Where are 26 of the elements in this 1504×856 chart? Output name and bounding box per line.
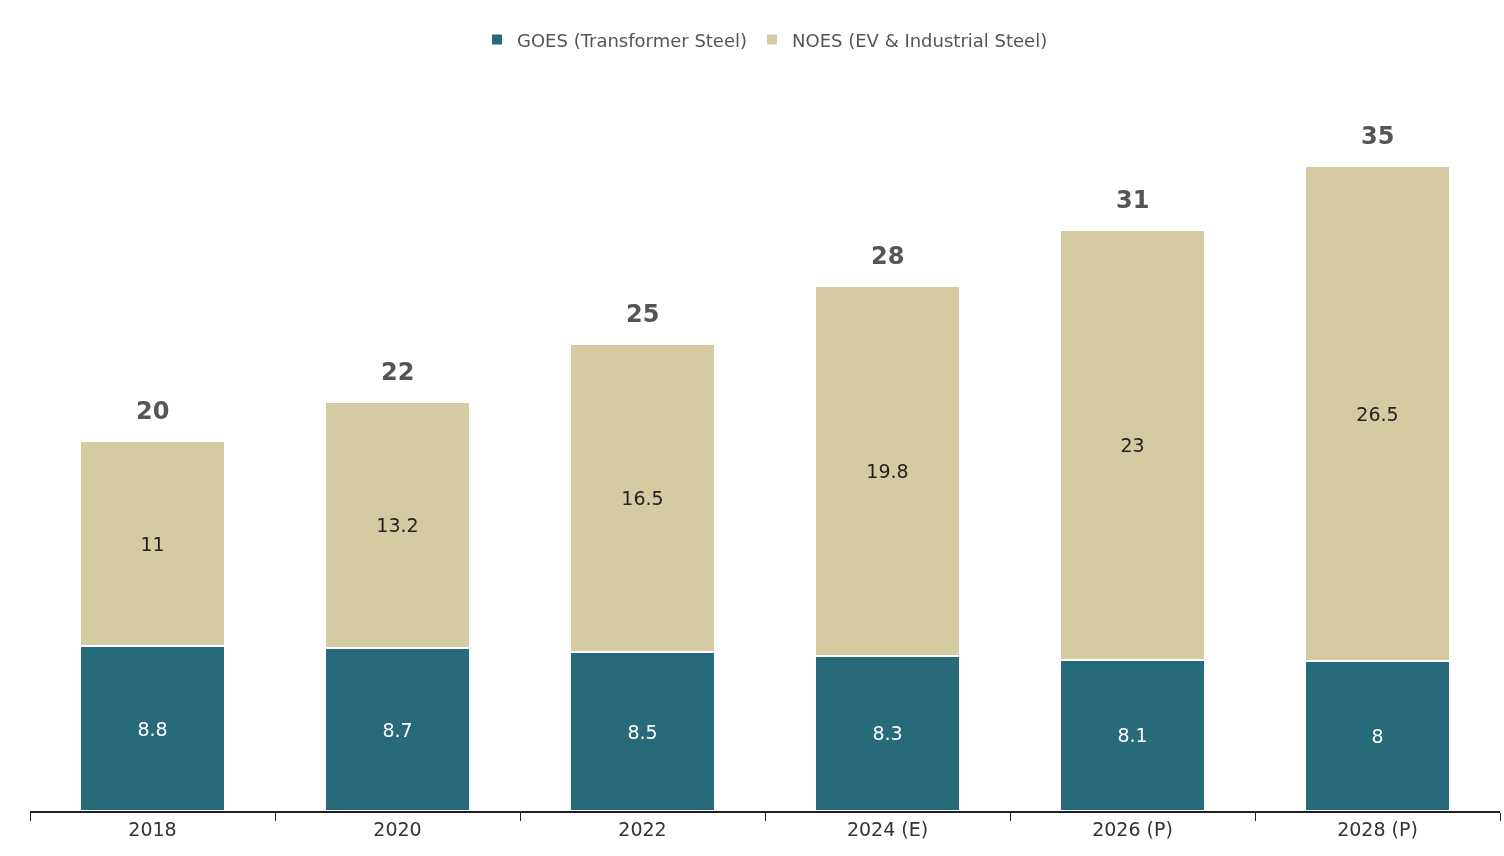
- x-tick-label: 2020: [373, 817, 422, 840]
- x-tick-label: 2022: [618, 817, 667, 840]
- x-tick-label: 2028 (P): [1337, 817, 1418, 840]
- data-label: 16.5: [621, 486, 664, 509]
- x-tick-label: 2018: [128, 817, 177, 840]
- data-label: 8.1: [1117, 724, 1148, 747]
- data-label: 13.2: [376, 513, 419, 536]
- total-label: 28: [871, 242, 905, 270]
- data-label: 23: [1120, 433, 1145, 456]
- x-tick-label: 2026 (P): [1092, 817, 1173, 840]
- total-label: 20: [136, 397, 170, 425]
- data-label: 8.8: [137, 717, 168, 740]
- data-label: 19.8: [866, 459, 909, 482]
- total-label: 25: [626, 300, 660, 328]
- legend-label: NOES (EV & Industrial Steel): [792, 29, 1048, 51]
- data-label: 8.7: [382, 718, 413, 741]
- x-tick-label: 2024 (E): [846, 817, 929, 840]
- data-label: 8.5: [627, 720, 658, 743]
- total-label: 22: [381, 358, 415, 386]
- total-label: 35: [1361, 122, 1395, 150]
- data-label: 26.5: [1356, 402, 1399, 425]
- legend-label: GOES (Transformer Steel): [517, 29, 748, 51]
- data-label: 11: [140, 532, 165, 555]
- data-label: 8: [1371, 725, 1384, 748]
- data-label: 8.3: [872, 722, 903, 745]
- total-label: 31: [1116, 186, 1150, 214]
